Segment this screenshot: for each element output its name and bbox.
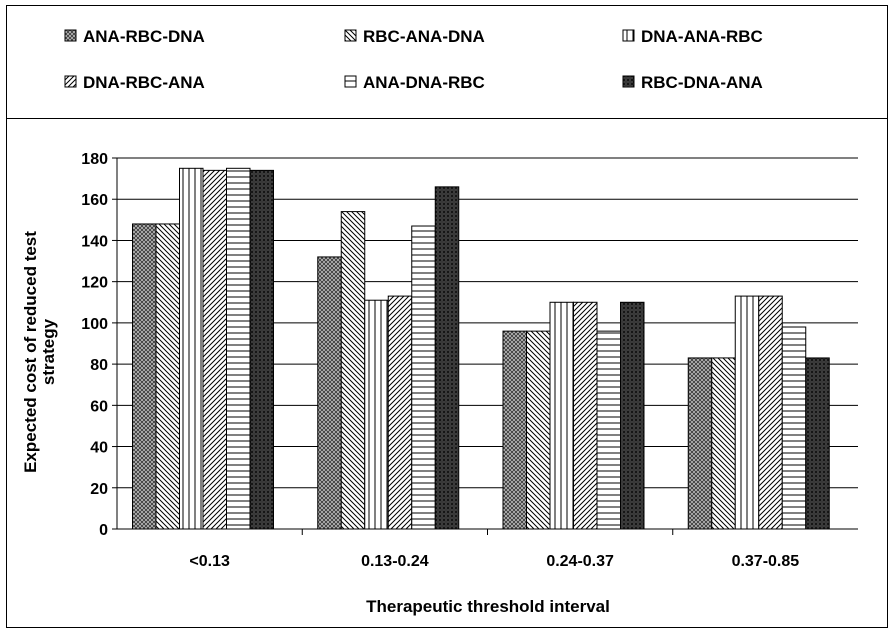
y-tick-label: 80 <box>90 357 108 374</box>
bar <box>805 357 830 530</box>
x-tick-label: 0.37-0.85 <box>732 553 800 570</box>
bars <box>132 167 830 530</box>
bar <box>758 295 783 530</box>
x-tick-label: 0.13-0.24 <box>361 553 429 570</box>
bar <box>340 211 366 530</box>
legend-swatch <box>344 29 357 42</box>
bar <box>526 330 551 530</box>
legend-label: RBC-ANA-DNA <box>363 27 485 46</box>
bar <box>573 301 598 530</box>
x-tick-label: <0.13 <box>189 553 230 570</box>
y-tick-label: 120 <box>81 275 108 292</box>
y-tick-label: 160 <box>81 192 108 209</box>
bar <box>317 256 342 530</box>
bar <box>155 223 180 530</box>
legend-swatch <box>622 29 635 42</box>
legend-label: ANA-RBC-DNA <box>83 27 205 46</box>
legend-label: ANA-DNA-RBC <box>363 73 485 92</box>
bar <box>434 186 460 530</box>
legend-swatch <box>64 29 77 42</box>
y-tick-labels: 0 20 40 60 80 100 120 140 160 180 <box>81 151 108 539</box>
bar <box>179 167 204 530</box>
x-tick-labels: <0.13 0.13-0.24 0.24-0.37 0.37-0.85 <box>189 553 799 570</box>
legend-swatch <box>622 75 635 88</box>
x-axis-title: Therapeutic threshold interval <box>366 597 610 616</box>
bar <box>620 301 645 530</box>
axes <box>112 157 858 535</box>
bar <box>132 223 157 530</box>
legend-label: DNA-RBC-ANA <box>83 73 205 92</box>
bar <box>781 326 807 530</box>
y-axis-title: Expected cost of reduced teststrategy <box>21 231 58 473</box>
y-tick-label: 180 <box>81 151 108 168</box>
bar <box>687 357 713 530</box>
legend-label: DNA-ANA-RBC <box>641 27 763 46</box>
y-tick-label: 20 <box>90 481 108 498</box>
legend-swatch <box>344 75 357 88</box>
bar <box>249 169 274 530</box>
y-tick-label: 0 <box>99 522 108 539</box>
y-tick-label: 100 <box>81 316 108 333</box>
bar <box>226 167 251 530</box>
y-tick-label: 140 <box>81 233 108 250</box>
x-tick-label: 0.24-0.37 <box>546 553 614 570</box>
bar <box>411 225 436 530</box>
bar <box>596 330 621 530</box>
bar <box>202 169 227 530</box>
bar <box>364 299 389 530</box>
legend-swatch <box>64 75 77 88</box>
legend-box <box>6 5 888 119</box>
bar <box>734 295 760 530</box>
bar <box>502 330 527 530</box>
bar <box>711 357 736 530</box>
bar <box>387 295 413 530</box>
legend-label: RBC-DNA-ANA <box>641 73 763 92</box>
y-tick-label: 40 <box>90 440 108 457</box>
bar <box>549 301 574 530</box>
y-tick-label: 60 <box>90 398 108 415</box>
legend: ANA-RBC-DNA RBC-ANA-DNA DNA-ANA-RBC DNA-RBC… <box>64 27 763 92</box>
